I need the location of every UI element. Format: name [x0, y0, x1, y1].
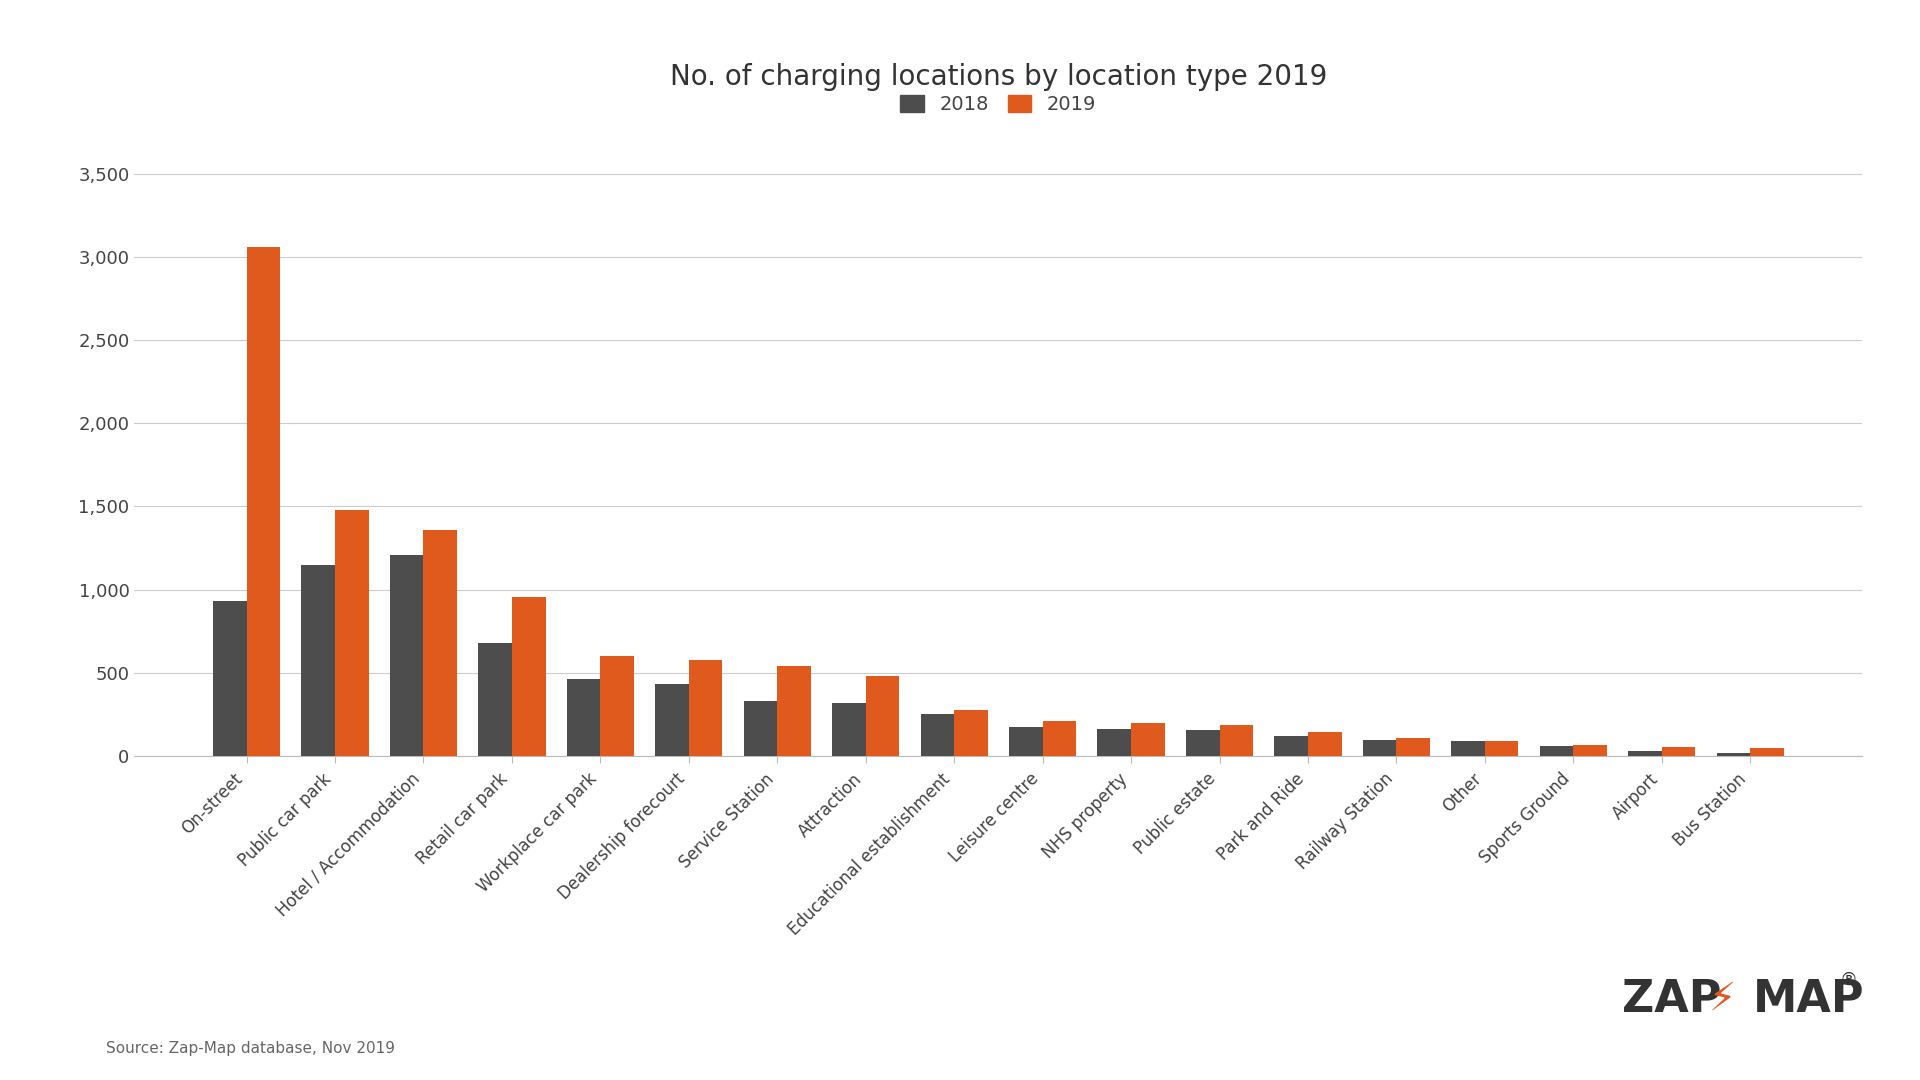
- Bar: [1628, 751, 1663, 756]
- Bar: [1187, 730, 1219, 756]
- Bar: [301, 565, 334, 756]
- Bar: [246, 247, 280, 756]
- Bar: [1308, 732, 1342, 756]
- Bar: [513, 597, 545, 756]
- Text: Source: Zap-Map database, Nov 2019: Source: Zap-Map database, Nov 2019: [106, 1041, 396, 1056]
- Bar: [424, 529, 457, 756]
- Bar: [1396, 738, 1430, 756]
- Bar: [213, 602, 246, 756]
- Bar: [1452, 741, 1484, 756]
- Bar: [1540, 746, 1572, 756]
- Bar: [655, 685, 689, 756]
- Bar: [831, 703, 866, 756]
- Bar: [1663, 747, 1695, 756]
- Bar: [1043, 721, 1077, 756]
- Bar: [1572, 745, 1607, 756]
- Bar: [334, 510, 369, 756]
- Bar: [866, 676, 899, 756]
- Bar: [1363, 740, 1396, 756]
- Bar: [566, 678, 601, 756]
- Bar: [920, 714, 954, 756]
- Bar: [1716, 753, 1751, 756]
- Bar: [1484, 741, 1519, 756]
- Text: ⚡: ⚡: [1709, 980, 1736, 1018]
- Legend: 2018, 2019: 2018, 2019: [900, 95, 1096, 114]
- Bar: [1275, 737, 1308, 756]
- Text: ®: ®: [1839, 971, 1857, 988]
- Bar: [1098, 729, 1131, 756]
- Bar: [954, 711, 987, 756]
- Bar: [390, 555, 424, 756]
- Text: ZAP: ZAP: [1622, 977, 1722, 1021]
- Bar: [1131, 723, 1165, 756]
- Text: MAP: MAP: [1753, 977, 1864, 1021]
- Bar: [1219, 726, 1254, 756]
- Bar: [743, 701, 778, 756]
- Bar: [1751, 747, 1784, 756]
- Bar: [778, 666, 810, 756]
- Bar: [478, 643, 513, 756]
- Title: No. of charging locations by location type 2019: No. of charging locations by location ty…: [670, 63, 1327, 91]
- Bar: [689, 660, 722, 756]
- Bar: [601, 657, 634, 756]
- Bar: [1010, 727, 1043, 756]
